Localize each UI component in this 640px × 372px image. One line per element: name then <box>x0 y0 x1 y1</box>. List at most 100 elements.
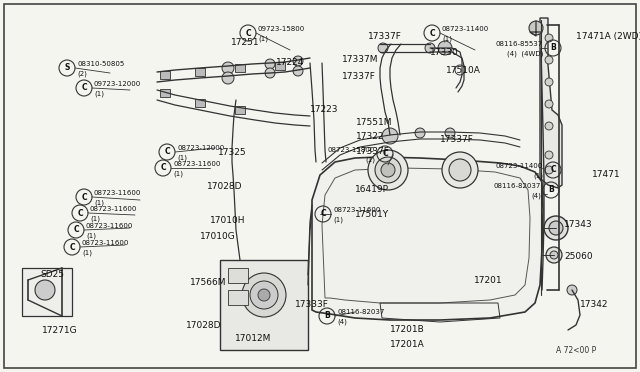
Text: 08723-12000: 08723-12000 <box>177 145 224 151</box>
Circle shape <box>438 41 452 55</box>
Text: 17337F: 17337F <box>368 32 402 41</box>
Circle shape <box>375 157 401 183</box>
Text: C: C <box>382 150 388 158</box>
Text: (2): (2) <box>77 71 87 77</box>
Text: C: C <box>164 148 170 157</box>
Text: (1): (1) <box>90 216 100 222</box>
Text: (1): (1) <box>442 36 452 42</box>
Text: 17010G: 17010G <box>200 232 236 241</box>
Text: C: C <box>550 166 556 174</box>
Text: (1): (1) <box>365 157 375 163</box>
Circle shape <box>293 66 303 76</box>
Circle shape <box>550 251 558 259</box>
Circle shape <box>35 280 55 300</box>
Circle shape <box>545 166 553 174</box>
Text: (1): (1) <box>82 250 92 256</box>
Circle shape <box>384 157 396 169</box>
Text: 17012M: 17012M <box>235 334 271 343</box>
Text: 17566M: 17566M <box>190 278 227 287</box>
Text: 17223: 17223 <box>310 105 339 114</box>
Text: 08723-11600: 08723-11600 <box>333 207 380 213</box>
Text: (1): (1) <box>94 200 104 206</box>
Text: 17343: 17343 <box>564 220 593 229</box>
Circle shape <box>545 122 553 130</box>
Circle shape <box>293 56 303 66</box>
Circle shape <box>265 68 275 78</box>
Bar <box>160 71 170 79</box>
Text: (1): (1) <box>258 36 268 42</box>
Text: 08723-11600: 08723-11600 <box>94 190 141 196</box>
Text: 08723-15800: 08723-15800 <box>328 147 375 153</box>
Text: 08723-11600: 08723-11600 <box>86 223 133 229</box>
Text: (4): (4) <box>337 319 347 325</box>
Text: 17224: 17224 <box>276 58 305 67</box>
Circle shape <box>425 43 435 53</box>
Text: (1): (1) <box>533 173 543 179</box>
Text: 17333F: 17333F <box>295 300 329 309</box>
Text: 17271G: 17271G <box>42 326 77 335</box>
Text: 08116-85537: 08116-85537 <box>496 41 543 47</box>
Text: 17337M: 17337M <box>342 55 378 64</box>
Text: 08723-11600: 08723-11600 <box>90 206 138 212</box>
Text: 08116-82037: 08116-82037 <box>493 183 541 189</box>
Text: 17201B: 17201B <box>390 325 425 334</box>
Text: 17028D: 17028D <box>207 182 243 191</box>
Polygon shape <box>540 18 562 188</box>
Text: 17337F: 17337F <box>356 147 390 156</box>
Circle shape <box>368 150 408 190</box>
Text: SD25: SD25 <box>40 270 64 279</box>
Text: 17337F: 17337F <box>342 72 376 81</box>
Text: C: C <box>73 225 79 234</box>
Circle shape <box>545 56 553 64</box>
Text: 17342: 17342 <box>580 300 609 309</box>
Text: 08723-11400: 08723-11400 <box>496 163 543 169</box>
Circle shape <box>567 285 577 295</box>
Polygon shape <box>220 260 308 350</box>
Polygon shape <box>312 157 543 320</box>
Text: 25060: 25060 <box>564 252 593 261</box>
Circle shape <box>545 100 553 108</box>
Text: 17471: 17471 <box>592 170 621 179</box>
Circle shape <box>445 128 455 138</box>
Text: 08723-11400: 08723-11400 <box>442 26 489 32</box>
Bar <box>275 62 285 70</box>
Text: 16419P: 16419P <box>355 185 389 194</box>
Text: (4)  (4WD): (4) (4WD) <box>507 51 543 57</box>
Circle shape <box>378 43 388 53</box>
Text: B: B <box>324 311 330 321</box>
Bar <box>195 99 205 107</box>
Circle shape <box>381 163 395 177</box>
Text: 17337F: 17337F <box>440 135 474 144</box>
Text: 09723-12000: 09723-12000 <box>94 81 141 87</box>
Text: A 72<00 P: A 72<00 P <box>556 346 596 355</box>
Circle shape <box>545 34 553 42</box>
Text: C: C <box>429 29 435 38</box>
Circle shape <box>265 59 275 69</box>
Text: C: C <box>320 209 326 218</box>
Text: 17251: 17251 <box>231 38 260 47</box>
Text: (1): (1) <box>173 171 183 177</box>
Bar <box>228 290 248 305</box>
Bar <box>22 268 72 316</box>
Text: (1): (1) <box>177 155 187 161</box>
Circle shape <box>250 281 278 309</box>
Text: 08723-11600: 08723-11600 <box>173 161 220 167</box>
Circle shape <box>222 62 234 74</box>
Circle shape <box>545 78 553 86</box>
Text: (1): (1) <box>94 91 104 97</box>
Text: 08310-50805: 08310-50805 <box>77 61 124 67</box>
Circle shape <box>242 273 286 317</box>
Bar <box>195 68 205 76</box>
Text: C: C <box>245 29 251 38</box>
Text: 17501Y: 17501Y <box>355 210 389 219</box>
Text: 17028D: 17028D <box>186 321 221 330</box>
Bar <box>228 268 248 283</box>
Text: C: C <box>81 83 87 93</box>
Text: B: B <box>548 186 554 195</box>
Text: 17325: 17325 <box>218 148 246 157</box>
Text: (4): (4) <box>531 193 541 199</box>
Circle shape <box>545 151 553 159</box>
Text: C: C <box>81 192 87 202</box>
Text: B: B <box>550 44 556 52</box>
Circle shape <box>544 216 568 240</box>
